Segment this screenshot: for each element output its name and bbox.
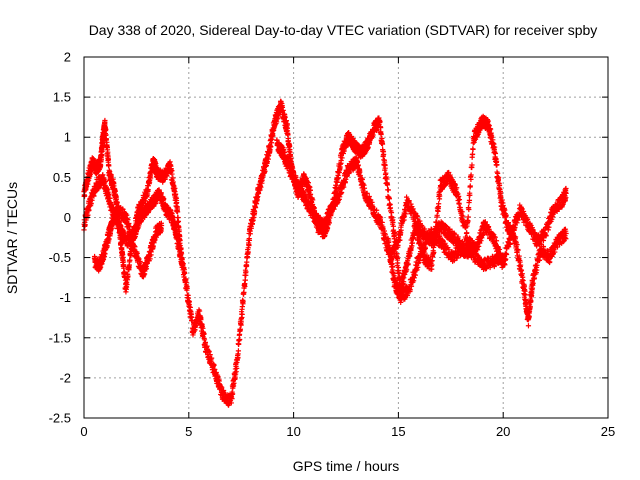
data-point-0-248 <box>103 126 109 132</box>
data-point-0-1084 <box>228 400 234 406</box>
data-point-0-465 <box>127 257 133 263</box>
data-point-0-1170 <box>242 283 248 289</box>
data-point-0-1141 <box>237 326 243 332</box>
data-point-0-1232 <box>252 209 258 215</box>
data-point-0-1037 <box>219 384 225 390</box>
data-point-0-733 <box>169 171 175 177</box>
data-point-0-413 <box>120 254 126 261</box>
data-point-0-959 <box>202 339 209 345</box>
data-point-0-1173 <box>242 277 248 283</box>
data-point-0-977 <box>206 348 212 354</box>
data-point-0-1177 <box>243 269 249 275</box>
data-point-0-273 <box>105 156 112 163</box>
data-point-0-1001 <box>211 362 217 368</box>
data-point-0-1205 <box>247 231 253 237</box>
data-point-0-1153 <box>239 311 245 318</box>
data-layer <box>81 98 569 408</box>
data-point-0-781 <box>175 218 182 225</box>
data-point-0-1137 <box>237 336 243 343</box>
data-point-0-843 <box>184 285 190 291</box>
data-point-0-1211 <box>248 225 254 231</box>
data-point-0-773 <box>174 209 181 215</box>
data-point-0-950 <box>201 330 207 337</box>
data-point-0-827 <box>182 270 188 277</box>
data-point-0-1092 <box>230 391 236 397</box>
data-point-0-689 <box>162 176 168 183</box>
data-point-0-1196 <box>246 242 252 249</box>
data-point-0-1019 <box>215 373 221 380</box>
data-point-0-953 <box>201 337 208 343</box>
data-point-0-1011 <box>213 369 219 376</box>
data-point-0-931 <box>198 315 204 321</box>
data-point-0-982 <box>207 352 213 358</box>
data-point-0-640 <box>154 166 160 172</box>
data-point-0-447 <box>124 281 130 288</box>
data-point-0-1223 <box>250 217 256 223</box>
data-point-0-1272 <box>258 184 264 190</box>
data-point-0-1159 <box>240 298 246 304</box>
data-point-0-36 <box>85 181 91 187</box>
data-point-0-419 <box>121 265 127 271</box>
data-point-0-1118 <box>234 365 240 371</box>
data-point-0-1252 <box>255 193 261 200</box>
data-point-0-6 <box>82 193 88 199</box>
data-point-0-1111 <box>232 371 239 377</box>
data-point-0-453 <box>125 273 131 279</box>
data-point-0-998 <box>210 361 217 367</box>
chart-title: Day 338 of 2020, Sidereal Day-to-day VTE… <box>89 22 598 38</box>
data-point-0-1199 <box>246 237 253 243</box>
data-point-0-922 <box>196 308 203 314</box>
data-point-0-1238 <box>252 205 259 211</box>
data-point-0-299 <box>108 172 114 178</box>
data-point-0-584 <box>148 175 154 181</box>
data-point-0-1191 <box>245 249 251 255</box>
data-point-0-553 <box>142 198 149 204</box>
data-point-0-989 <box>209 355 215 361</box>
data-point-0-857 <box>186 299 192 305</box>
data-point-0-1129 <box>235 348 242 354</box>
data-point-0-239 <box>102 117 108 124</box>
data-point-0-276 <box>106 163 112 169</box>
